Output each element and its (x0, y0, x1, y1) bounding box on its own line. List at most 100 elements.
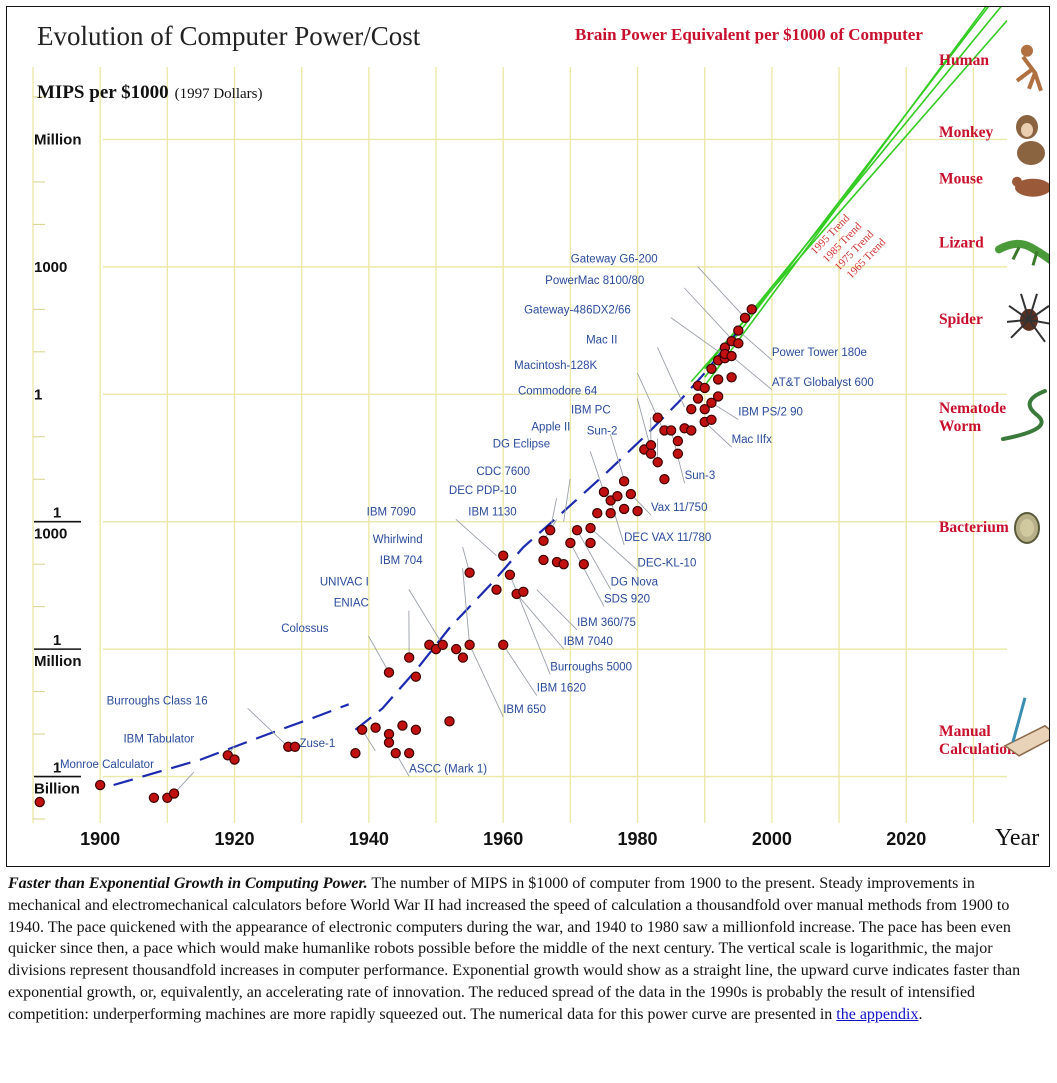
annotation-label: IBM Tabulator (123, 734, 194, 746)
leader-line (670, 317, 726, 357)
leader-line (536, 589, 578, 631)
data-point (645, 440, 657, 451)
annotation-label: IBM 650 (503, 704, 546, 716)
data-point (437, 639, 448, 651)
leader-line (549, 498, 558, 531)
annotation-label: Sun-2 (587, 426, 618, 438)
annotation-label: UNIVAC I (320, 576, 369, 588)
caption-body: The number of MIPS in $1000 of computer … (8, 875, 1021, 1023)
brain-scale-label: Spider (939, 311, 983, 328)
data-point (625, 488, 637, 500)
data-point (706, 363, 717, 375)
y-tick-denominator: Billion (34, 781, 80, 798)
annotation-label: Vax 11/750 (651, 502, 707, 514)
y-tick-label: 1000 (34, 259, 67, 276)
data-point (350, 747, 361, 759)
monkey-face (1021, 122, 1033, 137)
y-tick-denominator: 1000 (34, 526, 67, 543)
data-point (712, 374, 724, 385)
annotation-label: IBM 7040 (564, 636, 613, 648)
leader-line (576, 529, 612, 590)
leader-line (408, 589, 444, 646)
data-point (571, 525, 583, 536)
leader-line (609, 434, 625, 480)
data-point (726, 372, 737, 383)
data-point (397, 720, 408, 731)
data-point (383, 667, 395, 678)
annotation-label: IBM 1620 (537, 683, 586, 695)
y-tick-label: Million (34, 131, 82, 148)
annotation-label: ASCC (Mark 1) (409, 763, 487, 775)
annotation-label: IBM PS/2 90 (738, 407, 803, 419)
brain-scale-label: Bacterium (939, 519, 1009, 536)
annotation-label: IBM 704 (380, 555, 423, 567)
data-point (504, 569, 516, 580)
annotation-label: Burroughs 5000 (550, 661, 632, 673)
data-point (665, 425, 677, 436)
leader-line (738, 330, 773, 361)
data-point (692, 393, 704, 404)
annotation-label: DG Nova (611, 576, 659, 588)
data-point (733, 338, 744, 349)
data-point (706, 397, 717, 408)
data-point (410, 724, 422, 736)
y-tick-numerator: 1 (53, 632, 61, 649)
brain-scale-label: Monkey (939, 124, 994, 141)
trend-line-1995-trend (704, 7, 987, 387)
bacterium-icon (1014, 511, 1040, 544)
leader-line (247, 708, 289, 748)
data-point (94, 779, 106, 791)
annotation-label: AT&T Globalyst 600 (772, 377, 874, 389)
data-point (464, 567, 475, 578)
brain-scale-title: Brain Power Equivalent per $1000 of Comp… (575, 25, 923, 44)
leader-line (656, 347, 685, 408)
data-point (699, 382, 710, 394)
data-point (632, 505, 643, 517)
x-tick-label: 2020 (886, 829, 926, 849)
annotation-label: Gateway G6-200 (571, 254, 658, 266)
brain-scale-label: Manual (939, 723, 991, 740)
human-body (1015, 55, 1043, 92)
data-point (457, 652, 469, 663)
leader-line (516, 593, 565, 650)
lizard-legs (1011, 246, 1039, 266)
data-point (672, 435, 684, 447)
data-point (618, 476, 630, 487)
data-point (148, 792, 160, 803)
data-points (34, 304, 757, 808)
annotation-label: IBM 360/75 (577, 617, 636, 629)
data-point (356, 724, 368, 736)
chart-frame: Evolution of Computer Power/Cost MIPS per… (6, 6, 1050, 867)
data-point (686, 403, 697, 415)
x-tick-label: 1960 (483, 829, 523, 849)
monkey-body (1017, 140, 1045, 165)
monkey-icon (1016, 114, 1045, 165)
data-point (390, 747, 401, 759)
brain-scale-label: Worm (939, 418, 981, 435)
data-point (518, 586, 529, 597)
data-point (712, 391, 724, 402)
data-point (739, 312, 751, 324)
data-point (370, 722, 381, 733)
caption-end: . (918, 1005, 923, 1023)
data-point (726, 350, 737, 362)
data-point (444, 716, 455, 727)
human-head (1021, 44, 1033, 57)
x-tick-label: 2000 (752, 829, 792, 849)
data-point (659, 474, 670, 485)
annotation-label: Apple II (531, 421, 570, 433)
leader-line (704, 421, 732, 448)
brain-scale-label: Human (939, 52, 989, 69)
data-point (672, 448, 684, 459)
leader-line (610, 500, 625, 545)
brain-scale-label: Nematode (939, 400, 1006, 417)
data-point (652, 412, 663, 423)
brain-scale-label: Mouse (939, 171, 983, 188)
worm-icon (1001, 389, 1047, 442)
annotation-label: DG Eclipse (493, 438, 551, 450)
annotation-label: PowerMac 8100/80 (545, 275, 644, 287)
appendix-link[interactable]: the appendix (836, 1005, 919, 1023)
brain-scale-label: Calculation (939, 741, 1016, 758)
brain-scale-label: Lizard (939, 234, 984, 251)
data-point (450, 643, 462, 655)
